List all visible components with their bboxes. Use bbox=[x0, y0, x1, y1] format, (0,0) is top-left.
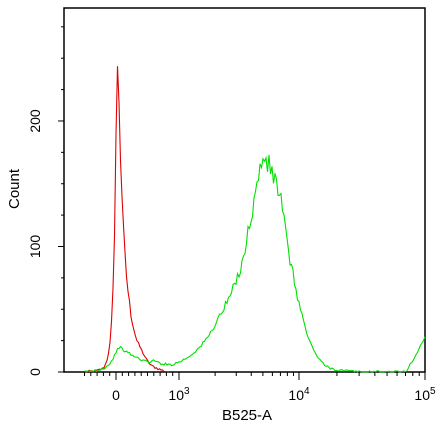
x-tick-label: 103 bbox=[168, 386, 190, 403]
y-axis-label: Count bbox=[6, 168, 23, 209]
y-tick-label: 200 bbox=[27, 109, 43, 133]
series-line-0 bbox=[84, 66, 169, 373]
axis-layer: 0 100 200 0 103 104 105 bbox=[27, 26, 436, 403]
y-tick-label: 100 bbox=[27, 235, 43, 259]
y-tick-label: 0 bbox=[27, 368, 43, 376]
series-line-1 bbox=[84, 154, 426, 373]
plot-frame bbox=[63, 7, 426, 373]
x-tick-label: 104 bbox=[288, 386, 310, 403]
x-axis-label: B525-A bbox=[222, 407, 272, 424]
x-tick-label: 0 bbox=[112, 387, 120, 403]
series-layer bbox=[84, 66, 426, 373]
x-tick-label: 105 bbox=[414, 386, 436, 403]
plot-border bbox=[63, 7, 426, 373]
